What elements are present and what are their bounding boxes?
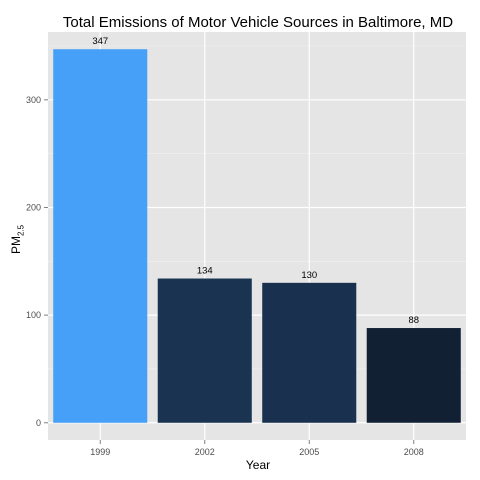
x-tick-label-2005: 2005: [299, 447, 319, 457]
x-tick-label-1999: 1999: [90, 447, 110, 457]
bar-2002: [157, 278, 252, 423]
bar-2008: [366, 328, 461, 423]
value-label-1999: 347: [92, 36, 108, 47]
value-label-2002: 134: [197, 266, 213, 277]
y-tick-label: 0: [36, 418, 41, 428]
y-axis-label: PM2.5: [9, 224, 26, 254]
bar-2005: [262, 282, 357, 423]
x-axis-label: Year: [245, 458, 271, 472]
y-tick-label: 100: [26, 310, 41, 320]
y-tick-label: 200: [26, 202, 41, 212]
x-tick-label-2002: 2002: [195, 447, 215, 457]
y-tick-label: 300: [26, 95, 41, 105]
value-label-2008: 88: [408, 315, 419, 326]
value-label-2005: 130: [301, 270, 317, 281]
chart-title: Total Emissions of Motor Vehicle Sources…: [62, 14, 454, 31]
bar-1999: [53, 49, 148, 423]
x-tick-label-2008: 2008: [404, 447, 424, 457]
